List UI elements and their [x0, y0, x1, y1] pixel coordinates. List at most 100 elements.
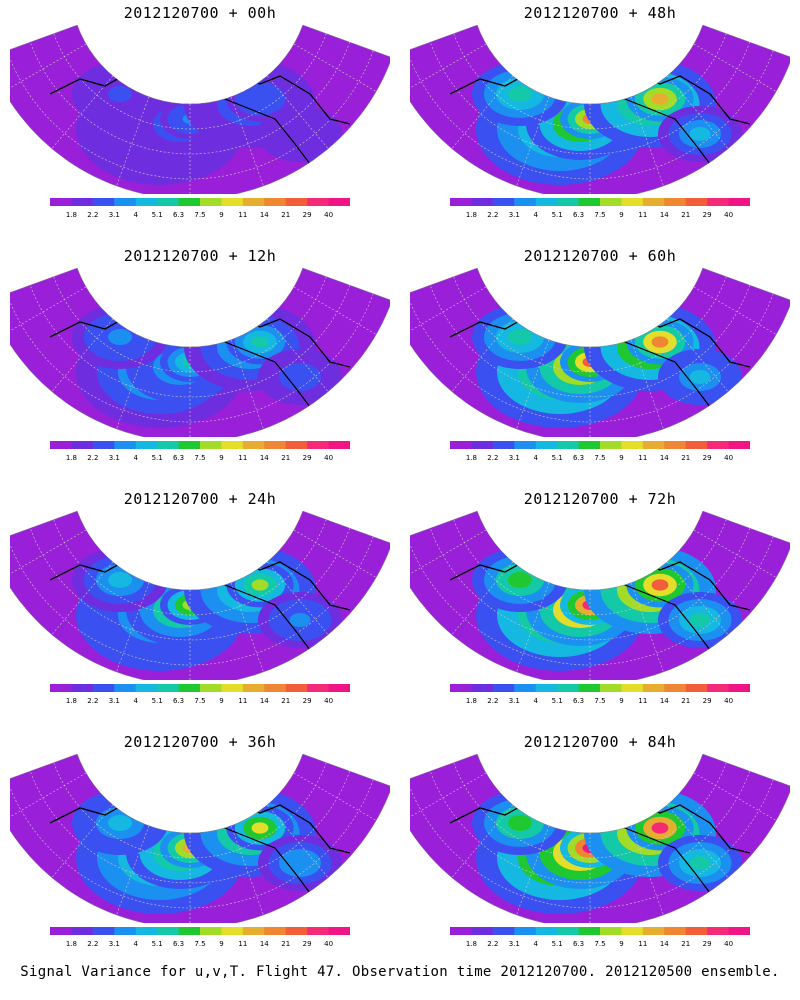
- colorbar: 1.8 2.2 3.1 4 5.1 6.3 7.5 9 11 14 21 29 40: [450, 927, 750, 948]
- colorbar-label: 14: [260, 940, 269, 948]
- colorbar-swatch: [514, 441, 537, 449]
- colorbar-swatch: [471, 927, 494, 935]
- colorbar-label: 11: [238, 211, 247, 219]
- colorbar-swatch: [535, 198, 558, 206]
- variance-contour: [508, 572, 532, 588]
- colorbar-label: 6.3: [573, 940, 584, 948]
- colorbar-swatch: [328, 927, 350, 935]
- colorbar-swatch: [285, 927, 308, 935]
- colorbar-swatch: [578, 441, 601, 449]
- colorbar-swatch: [621, 441, 644, 449]
- forecast-panel: 2012120700 + 00h 1.8 2.2 3.1 4 5.1 6.3 7.5 9 11 14…: [10, 0, 390, 240]
- colorbar-label: 6.3: [173, 697, 184, 705]
- colorbar-swatch: [178, 684, 201, 692]
- colorbar-label: 14: [660, 940, 669, 948]
- colorbar-label: 5.1: [552, 697, 563, 705]
- colorbar-label: 6.3: [173, 940, 184, 948]
- colorbar: 1.8 2.2 3.1 4 5.1 6.3 7.5 9 11 14 21 29 40: [450, 198, 750, 219]
- variance-contour: [651, 822, 669, 834]
- forecast-panel: 2012120700 + 60h 1.8 2.2 3.1 4 5.1 6.3 7.5 9 11 14…: [410, 243, 790, 483]
- forecast-panel: 2012120700 + 48h 1.8 2.2 3.1 4 5.1 6.3 7.5 9 11 14…: [410, 0, 790, 240]
- colorbar: 1.8 2.2 3.1 4 5.1 6.3 7.5 9 11 14 21 29 40: [50, 441, 350, 462]
- colorbar-swatch: [642, 927, 665, 935]
- colorbar-label: 1.8: [66, 940, 77, 948]
- colorbar-swatch: [221, 684, 244, 692]
- colorbar-swatch: [685, 441, 708, 449]
- colorbar-swatch: [71, 927, 94, 935]
- variance-contour: [251, 822, 269, 834]
- colorbar-swatch: [664, 198, 687, 206]
- colorbar-swatch: [200, 441, 222, 449]
- colorbar-label: 6.3: [173, 211, 184, 219]
- colorbar-label: 5.1: [552, 211, 563, 219]
- colorbar-swatch: [71, 441, 94, 449]
- colorbar-label: 4: [133, 454, 138, 462]
- colorbar-swatch: [307, 927, 330, 935]
- colorbar-swatch: [492, 927, 515, 935]
- colorbar-label: 11: [638, 697, 647, 705]
- colorbar-label: 3.1: [109, 211, 120, 219]
- colorbar-label: 2.2: [87, 454, 98, 462]
- colorbar-label: 6.3: [573, 211, 584, 219]
- forecast-panel: 2012120700 + 72h 1.8 2.2 3.1 4 5.1 6.3 7.5 9 11 14…: [410, 486, 790, 726]
- variance-contour: [508, 86, 532, 102]
- colorbar-label: 40: [324, 697, 333, 705]
- variance-contour: [108, 815, 132, 831]
- variance-contour: [289, 613, 311, 627]
- colorbar-label: 9: [219, 211, 223, 219]
- variance-contour: [651, 93, 669, 105]
- colorbar-label: 3.1: [109, 454, 120, 462]
- colorbar-swatch: [600, 198, 622, 206]
- colorbar-swatch: [50, 684, 72, 692]
- panel-title: 2012120700 + 84h: [523, 733, 677, 751]
- colorbar-label: 14: [260, 211, 269, 219]
- variance-map: [410, 510, 790, 680]
- colorbar-label: 11: [238, 454, 247, 462]
- colorbar-label: 40: [724, 454, 733, 462]
- colorbar-swatch: [450, 198, 472, 206]
- colorbar-swatch: [642, 441, 665, 449]
- panel-title: 2012120700 + 24h: [123, 490, 277, 508]
- colorbar-swatch: [242, 927, 265, 935]
- colorbar-label: 2.2: [487, 697, 498, 705]
- colorbar-label: 11: [238, 697, 247, 705]
- colorbar-label: 5.1: [152, 211, 163, 219]
- variance-map: [410, 267, 790, 437]
- colorbar-swatch: [135, 684, 158, 692]
- colorbar-swatch: [685, 198, 708, 206]
- variance-contour: [689, 127, 711, 141]
- colorbar-label: 21: [681, 211, 690, 219]
- colorbar-label: 4: [533, 454, 538, 462]
- colorbar-label: 7.5: [594, 454, 605, 462]
- colorbar-label: 40: [724, 211, 733, 219]
- colorbar-swatch: [307, 198, 330, 206]
- colorbar-label: 14: [660, 697, 669, 705]
- colorbar-swatch: [285, 684, 308, 692]
- colorbar-swatch: [157, 198, 180, 206]
- colorbar-swatch: [114, 927, 137, 935]
- colorbar-label: 11: [238, 940, 247, 948]
- variance-map: [410, 753, 790, 923]
- forecast-panel: 2012120700 + 36h 1.8 2.2 3.1 4 5.1 6.3 7.5 9 11 14…: [10, 729, 390, 969]
- colorbar-swatch: [707, 927, 730, 935]
- variance-contour: [289, 370, 311, 384]
- colorbar-label: 29: [703, 940, 712, 948]
- colorbar-label: 14: [660, 211, 669, 219]
- colorbar: 1.8 2.2 3.1 4 5.1 6.3 7.5 9 11 14 21 29 40: [450, 684, 750, 705]
- colorbar-swatch: [621, 198, 644, 206]
- colorbar-label: 21: [681, 454, 690, 462]
- colorbar-label: 9: [219, 940, 223, 948]
- colorbar-swatch: [328, 441, 350, 449]
- colorbar-swatch: [71, 198, 94, 206]
- colorbar-swatch: [264, 441, 287, 449]
- colorbar-swatch: [578, 198, 601, 206]
- forecast-panel: 2012120700 + 84h 1.8 2.2 3.1 4 5.1 6.3 7.5 9 11 14…: [410, 729, 790, 969]
- colorbar-swatch: [471, 198, 494, 206]
- colorbar-swatch: [264, 927, 287, 935]
- colorbar-label: 2.2: [487, 454, 498, 462]
- colorbar-swatch: [600, 441, 622, 449]
- colorbar-label: 1.8: [466, 454, 477, 462]
- colorbar-swatch: [621, 927, 644, 935]
- colorbar-swatch: [492, 441, 515, 449]
- colorbar-label: 29: [703, 454, 712, 462]
